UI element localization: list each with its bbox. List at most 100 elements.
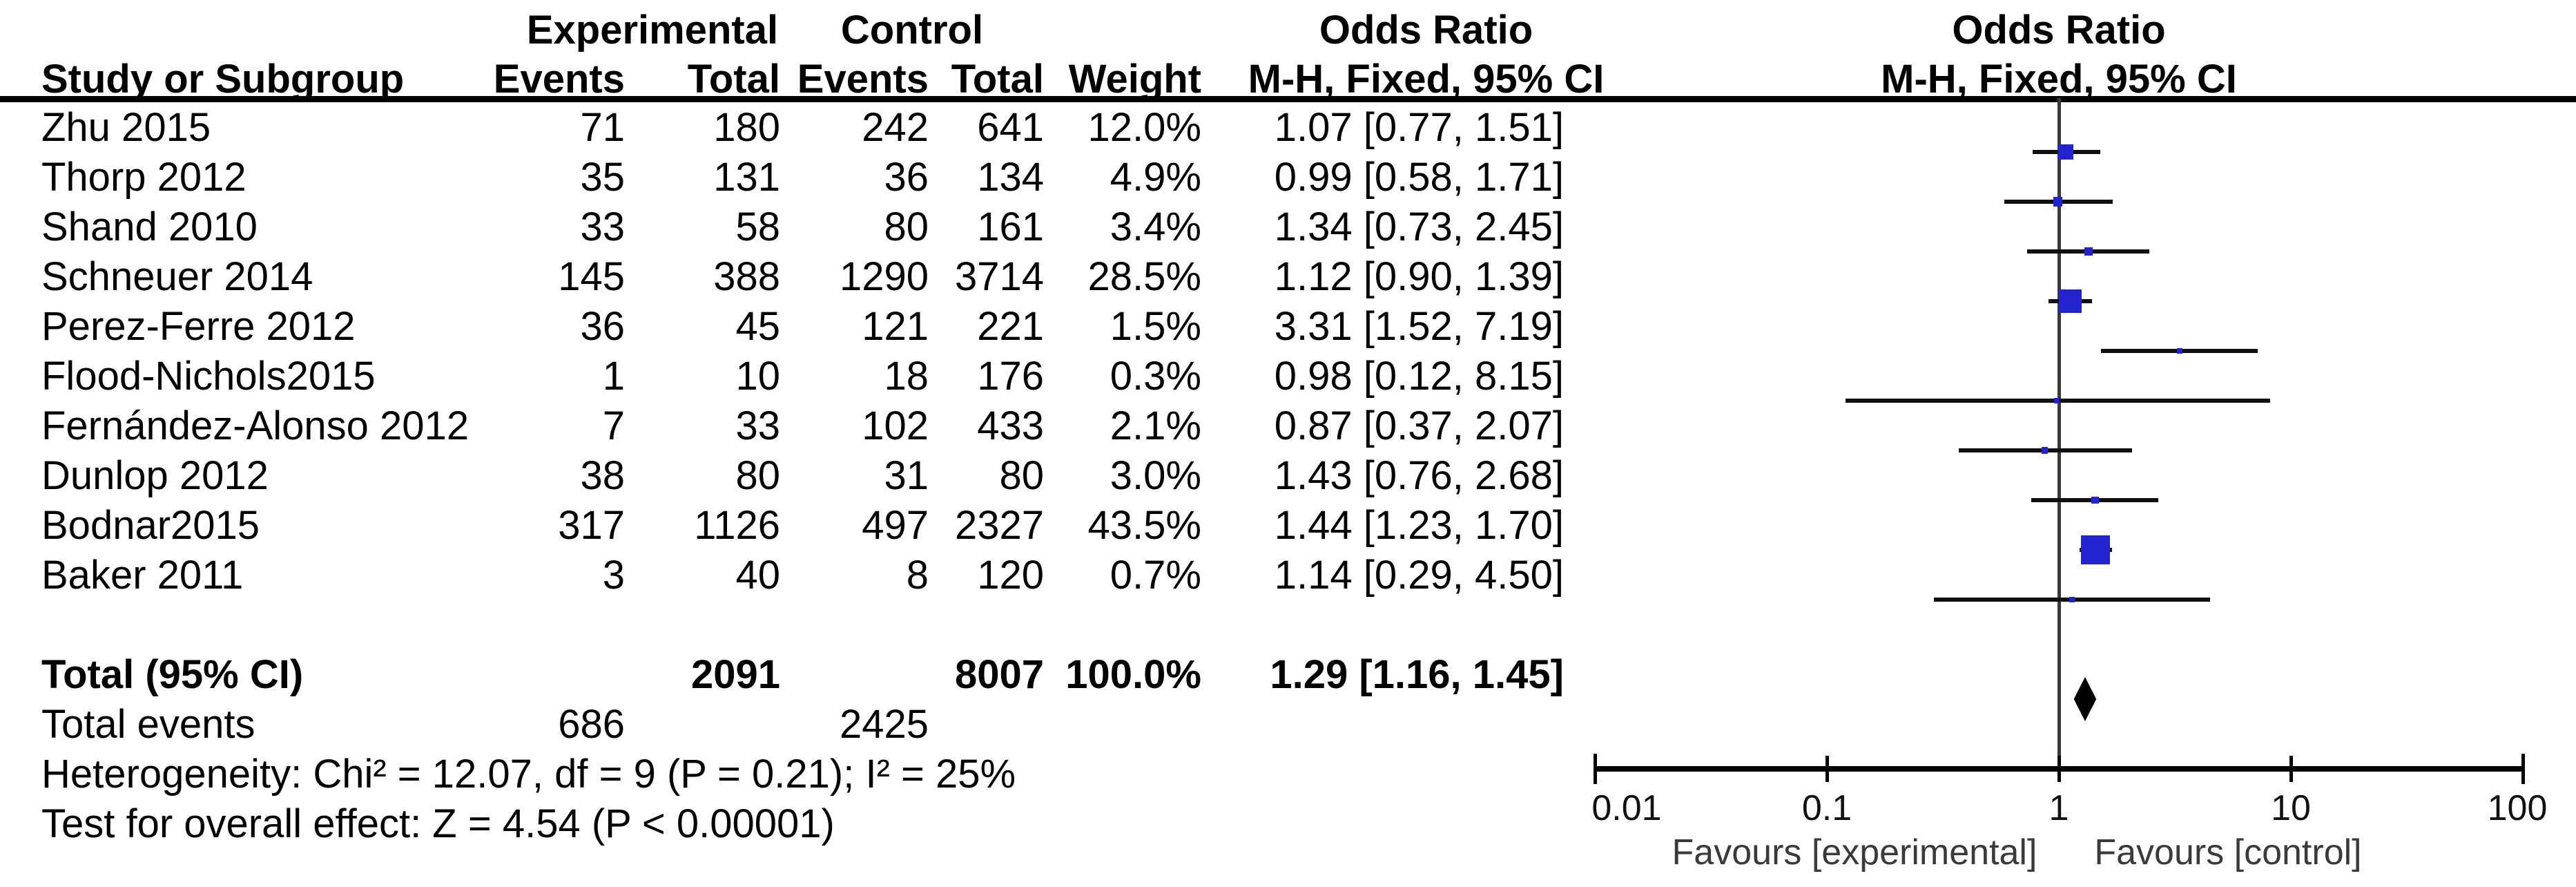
total-weight-value: 100.0% [1065,651,1201,697]
or-ci-text: 1.07 [0.77, 1.51] [1274,104,1564,150]
study-row: Fernández-Alonso 2012 7 33 102 433 2.1% … [0,401,2576,454]
exp-events-value: 38 [580,452,625,498]
method-text-column-header: M-H, Fixed, 95% CI [1248,57,1605,102]
overall-effect-text: Test for overall effect: Z = 4.54 (P < 0… [41,801,835,846]
column-header-row: Study or Subgroup Events Total Events To… [0,56,2576,102]
study-label: Flood-Nichols2015 [41,353,376,399]
heterogeneity-text: Heterogeneity: Chi² = 12.07, df = 9 (P =… [41,751,1016,797]
study-row: Baker 2011 3 40 8 120 0.7% 1.14 [0.29, 4… [0,550,2576,602]
exp-events-value: 3 [602,552,625,598]
ctrl-events-value: 8 [906,552,929,598]
study-label: Fernández-Alonso 2012 [41,403,469,448]
or-ci-text: 1.44 [1.23, 1.70] [1274,502,1564,548]
exp-total-column-header: Total [687,57,780,102]
ctrl-events-value: 31 [884,452,929,498]
or-square-marker [2176,348,2182,354]
heterogeneity-row: Heterogeneity: Chi² = 12.07, df = 9 (P =… [0,749,2576,799]
study-label: Thorp 2012 [41,154,246,200]
study-row: Zhu 2015 71 180 242 641 12.0% 1.07 [0.77… [0,102,2576,160]
weight-value: 3.4% [1110,204,1201,249]
study-row: Thorp 2012 35 131 36 134 4.9% 0.99 [0.58… [0,152,2576,207]
ctrl-events-value: 80 [884,204,929,249]
total-events-label: Total events [41,701,255,747]
group-header-row: Experimental Control Odds Ratio Odds Rat… [0,0,2576,56]
ctrl-total-value: 134 [977,154,1044,200]
study-row: Dunlop 2012 38 80 31 80 3.0% 1.43 [0.76,… [0,450,2576,504]
study-label: Zhu 2015 [41,104,211,150]
study-row: Shand 2010 33 58 80 161 3.4% 1.34 [0.73,… [0,202,2576,256]
total-events-ctrl-value: 2425 [839,701,929,747]
study-label: Baker 2011 [41,552,244,598]
or-square-marker [2084,247,2093,256]
ctrl-total-value: 120 [977,552,1044,598]
axis-tick-label: 10 [2271,788,2311,828]
or-square-marker [2091,496,2099,504]
or-square-marker [2057,144,2073,160]
method-plot-column-header: M-H, Fixed, 95% CI [1881,57,2237,102]
exp-total-value: 131 [713,154,780,200]
or-ci-text: 1.34 [0.73, 2.45] [1274,204,1564,249]
exp-total-value: 33 [735,403,780,448]
ctrl-total-value: 2327 [954,502,1044,548]
ctrl-events-value: 497 [862,502,929,548]
exp-events-value: 36 [580,303,625,349]
ctrl-total-column-header: Total [951,57,1044,102]
study-label: Perez-Ferre 2012 [41,303,356,349]
exp-events-value: 71 [580,104,625,150]
axis-tick [2289,756,2293,782]
or-ci-text: 3.31 [1.52, 7.19] [1274,303,1564,349]
experimental-group-header: Experimental [526,8,779,53]
or-square-marker [2058,289,2082,313]
weight-value: 0.7% [1110,552,1201,598]
exp-events-value: 1 [602,353,625,399]
study-row: Bodnar2015 317 1126 497 2327 43.5% 1.44 … [0,500,2576,564]
or-ci-text: 0.99 [0.58, 1.71] [1274,154,1564,200]
ctrl-total-value: 161 [977,204,1044,249]
ctrl-events-value: 36 [884,154,929,200]
total-ctrl-total-value: 8007 [954,651,1044,697]
study-label: Dunlop 2012 [41,452,269,498]
or-square-marker [2053,197,2063,207]
study-label: Bodnar2015 [41,502,260,548]
total-or-ci-text: 1.29 [1.16, 1.45] [1270,651,1564,697]
ctrl-total-value: 3714 [954,254,1044,299]
or-ci-text: 1.14 [0.29, 4.50] [1274,552,1564,598]
or-square-marker [2081,535,2110,564]
odds-ratio-plot-header: Odds Ratio [1952,8,2166,53]
ctrl-events-value: 102 [862,403,929,448]
study-label: Schneuer 2014 [41,254,313,299]
ctrl-total-value: 433 [977,403,1044,448]
exp-total-value: 1126 [694,502,780,548]
exp-events-value: 33 [580,204,625,249]
axis-tick [2057,756,2061,782]
weight-value: 12.0% [1087,104,1201,150]
weight-value: 43.5% [1087,502,1201,548]
or-square-marker [2069,597,2075,602]
or-ci-text: 1.12 [0.90, 1.39] [1274,254,1564,299]
study-column-header: Study or Subgroup [41,57,405,102]
favours-control-label: Favours [control] [2094,832,2362,872]
exp-events-value: 317 [558,502,625,548]
ctrl-total-value: 80 [999,452,1044,498]
total-events-exp-value: 686 [558,701,625,747]
total-exp-total-value: 2091 [690,651,780,697]
weight-column-header: Weight [1068,57,1201,102]
axis-tick-label: 1 [2049,788,2069,828]
axis-tick-label: 0.01 [1591,788,1662,828]
axis-tick [2521,754,2525,784]
weight-value: 1.5% [1110,303,1201,349]
axis-tick-label: 100 [2487,788,2548,828]
weight-value: 0.3% [1110,353,1201,399]
exp-total-value: 40 [735,552,780,598]
overall-effect-row: Test for overall effect: Z = 4.54 (P < 0… [0,799,2576,848]
ctrl-events-column-header: Events [797,57,929,102]
or-ci-text: 1.43 [0.76, 2.68] [1274,452,1564,498]
exp-events-value: 145 [558,254,625,299]
weight-value: 4.9% [1110,154,1201,200]
favours-experimental-label: Favours [experimental] [1672,832,2037,872]
weight-value: 3.0% [1110,452,1201,498]
study-label: Shand 2010 [41,204,258,249]
total-row: Total (95% CI) 2091 8007 100.0% 1.29 [1.… [0,649,2576,721]
